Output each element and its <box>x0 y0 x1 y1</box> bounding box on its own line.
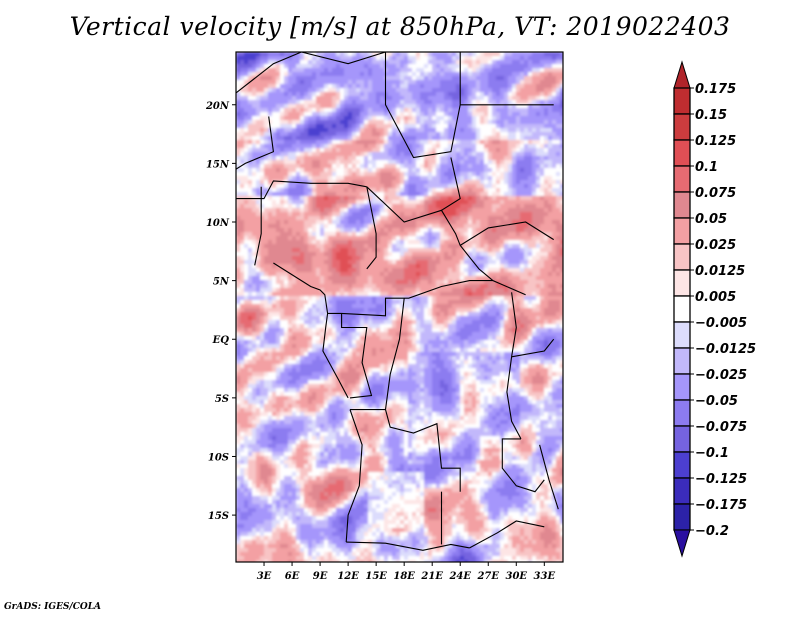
chart-title: Vertical velocity [m/s] at 850hPa, VT: 2… <box>69 12 731 41</box>
border-line <box>366 186 377 270</box>
map-frame <box>235 51 564 563</box>
colorbar-swatch <box>673 347 691 375</box>
border-line <box>459 221 554 246</box>
border-line <box>327 280 526 317</box>
border-line <box>273 262 329 314</box>
colorbar-label: 0.0125 <box>695 264 745 279</box>
colorbar-swatch <box>673 503 691 531</box>
border-line <box>441 157 461 211</box>
colorbar-extend-bottom <box>673 529 691 558</box>
colorbar-label: 0.025 <box>695 238 736 253</box>
country-borders <box>236 52 559 551</box>
x-tick-label: 33E <box>534 571 556 582</box>
border-line <box>501 438 545 493</box>
y-tick-label: 20N <box>205 101 230 112</box>
colorbar-label: 0.1 <box>695 160 718 175</box>
border-line <box>254 186 262 266</box>
colorbar-swatch <box>673 321 691 349</box>
y-tick-label: 15N <box>206 159 230 170</box>
border-line <box>350 409 461 492</box>
colorbar-label: −0.05 <box>695 394 738 409</box>
border-line <box>322 313 349 399</box>
x-tick-label: 3E <box>257 571 272 582</box>
colorbar-label: −0.175 <box>695 498 747 513</box>
colorbar-swatch <box>673 217 691 245</box>
colorbar-swatch <box>673 451 691 479</box>
border-line <box>384 52 461 159</box>
border-line <box>236 52 302 94</box>
velocity-field <box>236 52 563 562</box>
colorbar-swatch <box>673 113 691 141</box>
y-tick-label: 5N <box>213 277 230 288</box>
colorbar-swatch <box>673 139 691 167</box>
colorbar-label: 0.15 <box>695 108 727 123</box>
colorbar-swatch <box>673 243 691 271</box>
colorbar-swatch <box>673 165 691 193</box>
border-line <box>469 520 545 549</box>
border-line <box>384 298 405 410</box>
border-line <box>366 186 494 282</box>
y-tick-label: 10S <box>208 452 229 463</box>
colorbar-swatch <box>673 399 691 427</box>
colorbar-label: 0.175 <box>695 82 736 97</box>
colorbar-label: −0.2 <box>695 524 729 539</box>
border-line <box>346 541 470 551</box>
border-line <box>511 338 555 358</box>
colorbar-swatch <box>673 269 691 297</box>
colorbar-label: −0.125 <box>695 472 747 487</box>
colorbar-label: −0.1 <box>695 446 729 461</box>
y-axis: 20N 15N 10N 5N EQ 5S 10S 15S <box>205 101 236 522</box>
border-line <box>345 409 363 543</box>
y-tick-label: 15S <box>208 511 229 522</box>
colorbar-extend-top <box>673 60 691 89</box>
colorbar-label: 0.005 <box>695 290 736 305</box>
colorbar-label: −0.005 <box>695 316 747 331</box>
colorbar-swatch <box>673 87 691 115</box>
x-tick-label: 21E <box>420 571 443 582</box>
x-tick-label: 18E <box>393 571 415 582</box>
colorbar-swatch <box>673 295 691 323</box>
x-tick-label: 6E <box>285 571 300 582</box>
border-line <box>236 180 367 200</box>
colorbar-swatch <box>673 191 691 219</box>
border-line <box>236 116 275 170</box>
x-axis: 3E 6E 9E 12E 15E 18E 21E 24E 27E 30E 33E <box>257 562 556 582</box>
colorbar: 0.175 0.15 0.125 0.1 0.075 0.05 0.025 0.0125 0.0… <box>673 60 756 558</box>
y-tick-label: 5S <box>215 394 229 405</box>
x-tick-label: 30E <box>506 571 528 582</box>
colorbar-label: −0.0125 <box>695 342 756 357</box>
border-line <box>539 444 559 510</box>
border-line <box>506 292 522 440</box>
colorbar-label: −0.025 <box>695 368 747 383</box>
border-line <box>341 313 373 399</box>
x-tick-label: 24E <box>448 571 471 582</box>
colorbar-label: −0.075 <box>695 420 747 435</box>
x-tick-label: 15E <box>365 571 387 582</box>
border-line <box>301 52 386 65</box>
x-tick-label: 12E <box>337 571 359 582</box>
y-tick-label: EQ <box>212 335 230 346</box>
colorbar-swatch <box>673 477 691 505</box>
y-tick-label: 10N <box>206 218 230 229</box>
colorbar-label: 0.05 <box>695 212 727 227</box>
colorbar-label: 0.075 <box>695 186 736 201</box>
colorbar-swatch <box>673 425 691 453</box>
colorbar-label: 0.125 <box>695 134 736 149</box>
x-tick-label: 27E <box>476 571 499 582</box>
x-tick-label: 9E <box>313 571 328 582</box>
footer-credit: GrADS: IGES/COLA <box>4 602 102 612</box>
colorbar-swatch <box>673 373 691 401</box>
